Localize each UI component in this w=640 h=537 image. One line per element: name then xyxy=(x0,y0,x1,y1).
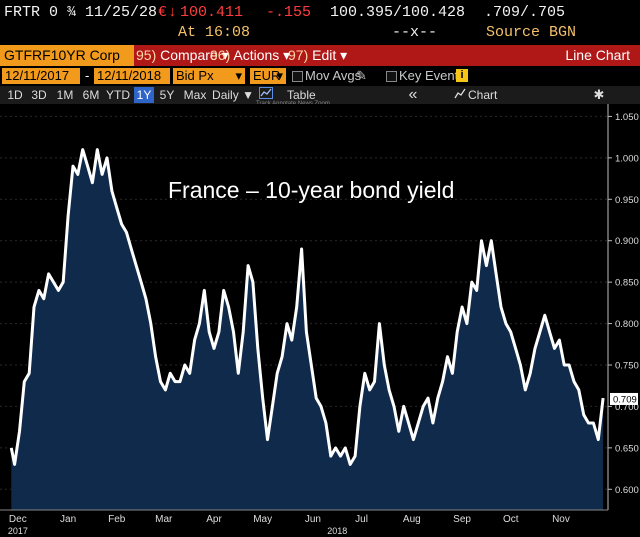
chart-content-button[interactable]: Chart Content xyxy=(468,88,510,118)
start-date-field[interactable]: 12/11/2017 xyxy=(2,68,80,84)
net-change: -.155 xyxy=(266,4,312,21)
dropdown-caret-icon: ▾ xyxy=(340,47,348,63)
x-tick-label: Jul xyxy=(355,514,368,525)
dropdown-caret-icon: ▾ xyxy=(235,68,242,83)
y-tick-label: 0.750 xyxy=(615,361,639,372)
dropdown-caret-icon: ▾ xyxy=(221,47,229,63)
chart-title: France – 10-year bond yield xyxy=(168,177,454,203)
x-tick-label: Jun xyxy=(305,514,321,525)
x-tick-label: Aug xyxy=(403,514,421,525)
range-button-1m[interactable]: 1M xyxy=(56,88,74,102)
collapse-icon[interactable]: « xyxy=(408,86,418,103)
dropdown-caret-icon: ▾ xyxy=(276,68,283,83)
range-button-max[interactable]: Max xyxy=(183,88,207,102)
line-chart-icon[interactable] xyxy=(257,87,275,103)
yield-area-fill xyxy=(11,149,604,510)
actions-menu-number: 96) xyxy=(210,47,231,63)
last-price: 100.411 xyxy=(180,4,244,21)
x-axis-band xyxy=(0,510,640,537)
x-tick-label: Apr xyxy=(206,514,222,525)
yield-series-line xyxy=(9,148,605,466)
x-year-label: 2017 xyxy=(8,526,28,536)
last-value-box xyxy=(610,392,638,405)
range-button-3d[interactable]: 3D xyxy=(31,88,47,102)
y-tick-label: 0.950 xyxy=(615,195,639,206)
pencil-icon[interactable]: ✎ xyxy=(356,68,367,83)
bid-ask: 100.395/100.428 xyxy=(330,4,466,21)
source-label: Source BGN xyxy=(486,24,577,41)
x-tick-label: May xyxy=(253,514,272,525)
frequency-select[interactable]: Daily ▼ xyxy=(212,87,254,103)
x-tick-label: Dec xyxy=(9,514,27,525)
y-tick-label: 0.700 xyxy=(615,402,639,413)
range-button-ytd[interactable]: YTD xyxy=(106,88,130,102)
down-arrow-icon: ↓ xyxy=(168,4,178,21)
currency-symbol: € xyxy=(158,4,168,21)
last-value-marker: 0.709 xyxy=(610,392,638,405)
chart-content-icon[interactable] xyxy=(454,87,466,103)
range-toolbar: 1D 3D 1M 6M YTD 1Y 5Y Max Daily ▼ Table … xyxy=(0,86,640,118)
mov-avgs-checkbox[interactable] xyxy=(292,71,303,82)
key-events-label: Key Events xyxy=(399,68,465,83)
edit-menu-label: Edit xyxy=(312,47,337,63)
range-button-5y[interactable]: 5Y xyxy=(159,88,175,102)
mov-avgs-label: Mov Avgs xyxy=(305,68,362,83)
parameter-row: 12/11/2017 - 12/11/2018 Bid Px ▾ EUR ▾ M… xyxy=(0,67,640,85)
line-chart-icon-glyph xyxy=(259,87,273,99)
edit-menu-number: 97) xyxy=(288,47,309,63)
last-value-label: 0.709 xyxy=(613,394,637,405)
x-tick-label: Nov xyxy=(552,514,570,525)
security-name: FRTR 0 ¾ 11/25/28 xyxy=(4,4,158,21)
y-tick-label: 0.650 xyxy=(615,443,639,454)
frequency-select-value: Daily xyxy=(212,88,239,102)
end-date-field[interactable]: 12/11/2018 xyxy=(94,68,170,84)
currency-select[interactable]: EUR ▾ xyxy=(250,68,286,84)
yield-chart: 0.600 0.650 0.700 0.750 0.800 0.850 0.900 0.950… xyxy=(0,104,640,537)
command-bar: GTFRF10YR Corp 95) Compare ▾ 96) Actions… xyxy=(0,45,640,66)
y-tick-label: 1.000 xyxy=(615,153,639,164)
mid-marker: --x-- xyxy=(392,24,438,41)
compare-menu[interactable]: 95) Compare ▾ xyxy=(132,45,233,66)
info-icon[interactable]: i xyxy=(456,69,468,82)
x-tick-label: Oct xyxy=(503,514,519,525)
y-tick-label: 0.900 xyxy=(615,236,639,247)
x-tick-label: Sep xyxy=(453,514,471,525)
time-label: At 16:08 xyxy=(178,24,251,41)
chart-content-icon-glyph xyxy=(454,88,466,99)
y-tick-label: 1.050 xyxy=(615,112,639,123)
field-select-value: Bid Px xyxy=(176,68,214,83)
table-button[interactable]: Table xyxy=(287,88,316,102)
actions-menu[interactable]: 96) Actions ▾ xyxy=(206,45,294,66)
y-tick-label: 0.600 xyxy=(615,485,639,496)
dropdown-caret-icon: ▾ xyxy=(283,47,291,63)
chart-type-title: Line Chart xyxy=(565,47,630,63)
edit-menu[interactable]: 97) Edit ▾ xyxy=(284,45,351,66)
x-year-label: 2018 xyxy=(327,526,347,536)
compare-menu-label: Compare xyxy=(160,47,218,63)
field-select[interactable]: Bid Px ▾ xyxy=(173,68,245,84)
y-tick-label: 0.850 xyxy=(615,278,639,289)
x-tick-label: Feb xyxy=(108,514,126,525)
actions-menu-label: Actions xyxy=(233,47,280,63)
quote-header: FRTR 0 ¾ 11/25/28 € ↓ 100.411 -.155 100.… xyxy=(0,0,640,42)
currency-select-value: EUR xyxy=(253,68,281,83)
yields: .709/.705 xyxy=(484,4,566,21)
compare-menu-number: 95) xyxy=(136,47,157,63)
y-tick-label: 0.800 xyxy=(615,319,639,330)
range-button-6m[interactable]: 6M xyxy=(82,88,100,102)
settings-gear-icon[interactable]: ✱ xyxy=(593,87,605,102)
date-range-dash: - xyxy=(85,68,90,83)
key-events-checkbox[interactable] xyxy=(386,71,397,82)
dropdown-caret-icon: ▼ xyxy=(242,88,254,102)
range-button-1d[interactable]: 1D xyxy=(7,88,23,102)
y-axis: 0.600 0.650 0.700 0.750 0.800 0.850 0.900 0.950… xyxy=(607,104,639,510)
x-tick-label: Mar xyxy=(155,514,173,525)
range-button-1y[interactable]: 1Y xyxy=(134,87,154,103)
ticker-field[interactable]: GTFRF10YR Corp xyxy=(0,45,134,66)
x-tick-label: Jan xyxy=(60,514,76,525)
x-axis: Dec Jan Feb Mar Apr May Jun Jul Aug Sep Oct Nov 2017… xyxy=(0,509,640,537)
